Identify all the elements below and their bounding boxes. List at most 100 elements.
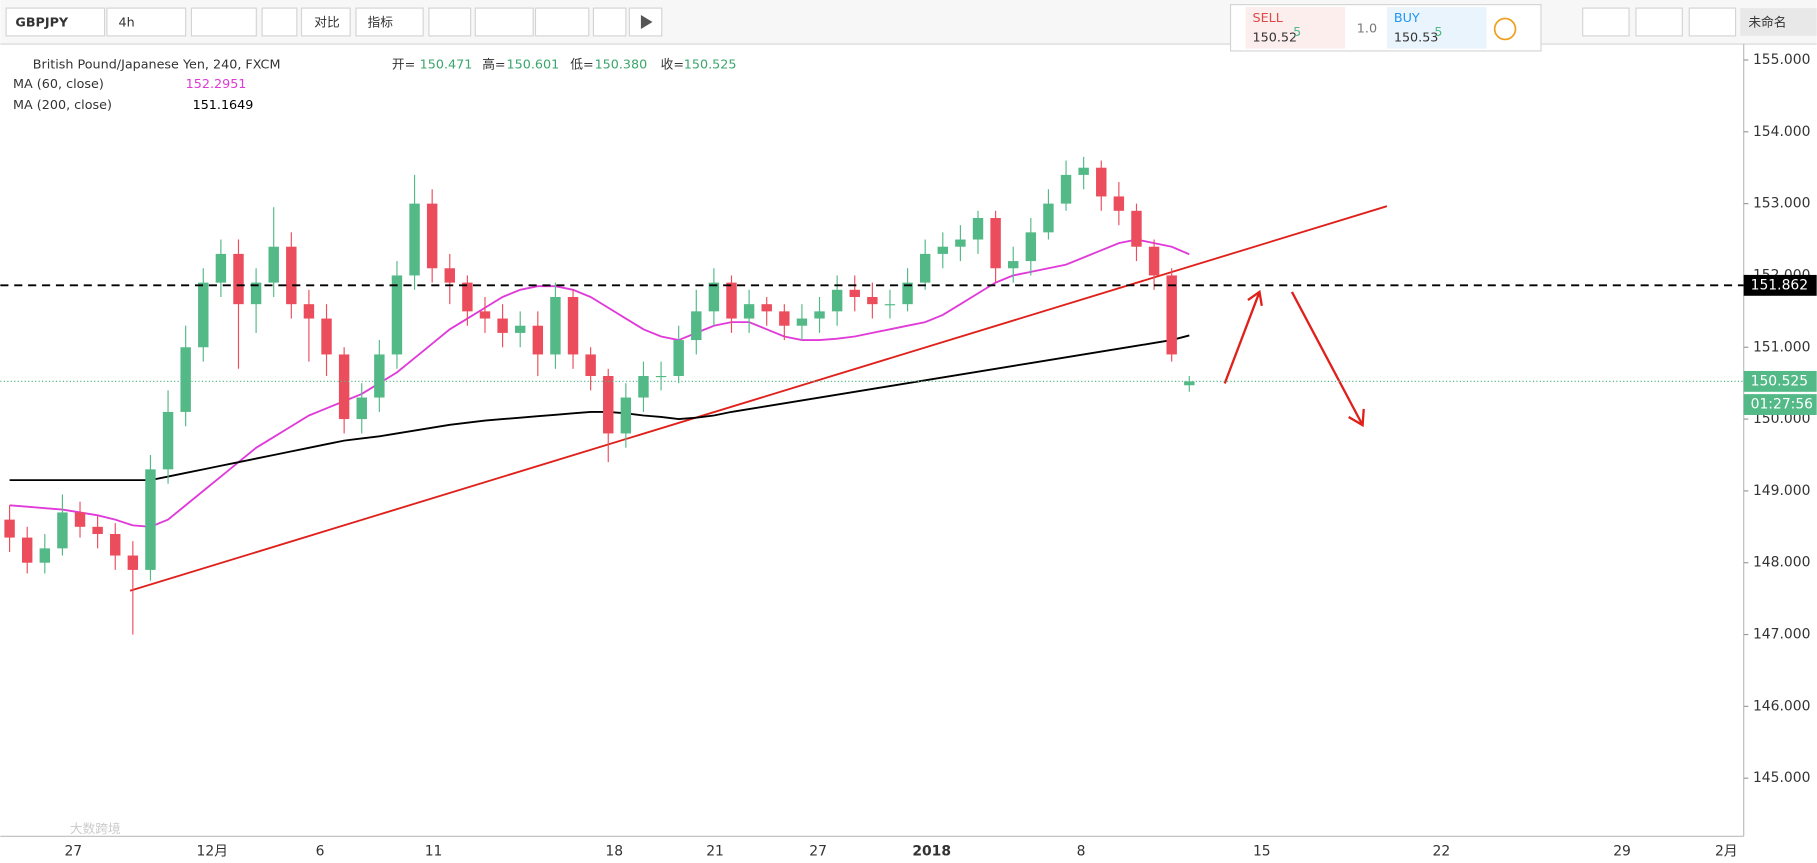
- buy-pip[interactable]: 5: [1434, 25, 1442, 40]
- symbol[interactable]: GBPJPY: [15, 16, 69, 31]
- play-icon: [640, 15, 653, 29]
- candle-body: [1043, 203, 1054, 233]
- candle-body: [39, 548, 51, 563]
- candle-body: [603, 375, 614, 434]
- price-line-box: [1743, 274, 1817, 296]
- x-tick-label: 11: [425, 843, 443, 859]
- x-tick-label: 15: [1253, 843, 1271, 859]
- symbol-box[interactable]: [5, 7, 106, 37]
- candle-body: [409, 203, 420, 276]
- candle-body: [1096, 167, 1107, 197]
- draw-tool[interactable]: [1582, 7, 1630, 37]
- y-tick-label: 149.000: [1753, 483, 1810, 499]
- candle-body: [1060, 174, 1072, 204]
- candle-body: [74, 512, 86, 527]
- alert-button[interactable]: [428, 7, 472, 37]
- low-value: 150.380: [595, 57, 648, 72]
- candle-body: [585, 354, 596, 376]
- compare-button[interactable]: [300, 7, 351, 37]
- candle-body: [497, 318, 508, 333]
- y-tick-label: 154.000: [1753, 124, 1810, 140]
- cloud-load[interactable]: [1635, 7, 1683, 37]
- candle-body: [1113, 196, 1125, 211]
- countdown: 01:27:56: [1751, 397, 1813, 413]
- sell-pip[interactable]: 5: [1293, 25, 1301, 40]
- legend-title: British Pound/Japanese Yen, 240, FXCM: [33, 57, 281, 72]
- candle-body: [356, 397, 367, 420]
- candle-body: [831, 289, 843, 312]
- buy-price[interactable]: 150.53: [1394, 31, 1439, 46]
- layout-name[interactable]: 未命名: [1748, 15, 1786, 31]
- candle-body: [902, 282, 913, 305]
- down-arrow: [1290, 291, 1365, 428]
- x-tick-label: 2018: [912, 843, 951, 859]
- cloud-save[interactable]: [1688, 7, 1737, 37]
- price-line-label: 151.862: [1751, 277, 1808, 293]
- countdown-box: [1743, 394, 1817, 415]
- info-icon[interactable]: [1493, 17, 1517, 41]
- candle-body: [127, 555, 139, 570]
- candle-body: [514, 325, 526, 333]
- interval[interactable]: 4h: [118, 16, 134, 31]
- y-tick-label: 145.000: [1753, 770, 1810, 786]
- candle-body: [567, 296, 579, 355]
- watermark: 大数跨境: [70, 822, 121, 837]
- candle-body: [286, 246, 297, 305]
- candle-body: [761, 304, 772, 312]
- buy-label[interactable]: BUY: [1394, 11, 1420, 26]
- quantity[interactable]: 1.0: [1357, 21, 1377, 36]
- fullscreen-button[interactable]: [592, 7, 627, 37]
- candle-body: [4, 519, 15, 538]
- x-tick-label: 8: [1077, 843, 1086, 859]
- candle-body: [268, 246, 279, 283]
- open-value: 150.471: [420, 57, 473, 72]
- sell-button[interactable]: [1245, 6, 1346, 49]
- y-tick-label: 153.000: [1753, 196, 1810, 212]
- candle-body: [849, 289, 860, 297]
- candle-body: [338, 354, 350, 420]
- idea-button[interactable]: [474, 7, 534, 37]
- open-label: 开=: [392, 57, 415, 72]
- ma-line: [9, 334, 1190, 482]
- candle-body: [638, 375, 649, 398]
- up-arrow: [1223, 289, 1263, 384]
- indicators-button[interactable]: [355, 7, 424, 37]
- sell-price[interactable]: 150.52: [1253, 31, 1298, 46]
- candle-body: [92, 526, 103, 534]
- candle-body: [708, 282, 720, 312]
- candle-body: [620, 397, 632, 434]
- indicators[interactable]: 指标: [368, 16, 394, 31]
- x-tick-label: 27: [809, 843, 827, 859]
- candle-body: [444, 268, 455, 283]
- candle-body: [426, 203, 438, 269]
- undo-redo[interactable]: [534, 7, 590, 37]
- legend-ma200: MA (200, close): [13, 98, 112, 113]
- settings-button[interactable]: [261, 7, 298, 37]
- candle-body: [691, 311, 702, 341]
- layout-box[interactable]: [1740, 8, 1817, 36]
- last-price-label: 150.525: [1751, 373, 1808, 389]
- y-tick-label: 148.000: [1753, 555, 1810, 571]
- candle-body: [1025, 232, 1037, 262]
- candle-body: [955, 239, 966, 247]
- candle-body: [462, 282, 473, 312]
- interval-box[interactable]: [106, 7, 187, 37]
- candle-body: [779, 311, 790, 326]
- x-tick-label: 12月: [197, 843, 229, 859]
- buy-button[interactable]: [1386, 6, 1487, 49]
- compare[interactable]: 对比: [314, 16, 339, 31]
- low-label: 低=: [570, 57, 593, 72]
- sell-label[interactable]: SELL: [1253, 11, 1284, 26]
- candle-body: [479, 311, 491, 319]
- candle-body: [1131, 210, 1142, 247]
- y-tick-label: 155.000: [1753, 52, 1810, 68]
- legend-ma60-value: 152.2951: [186, 77, 247, 92]
- x-tick-label: 21: [706, 843, 724, 859]
- candle-body: [162, 411, 174, 470]
- candle-body: [919, 253, 931, 283]
- chart-type-button[interactable]: [190, 7, 257, 37]
- candle-body: [321, 318, 332, 355]
- ma-line: [9, 238, 1190, 528]
